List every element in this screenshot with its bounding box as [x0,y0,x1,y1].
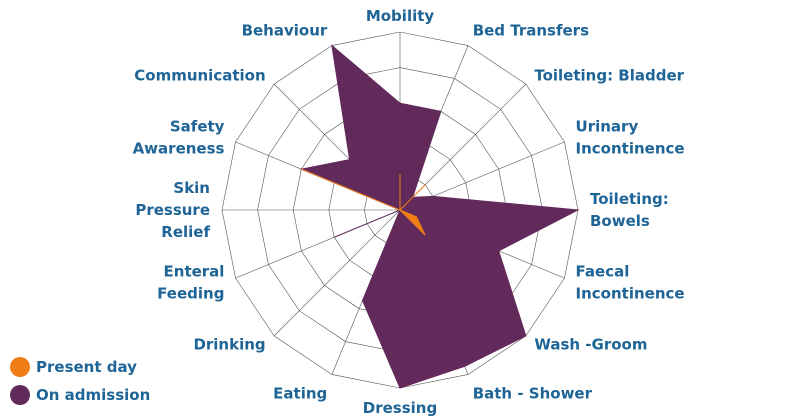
category-label: Skin Pressure Relief [135,179,210,241]
category-label: Toileting: Bladder [534,67,684,85]
category-label: Dressing [363,399,437,417]
category-label: Safety Awareness [133,117,225,157]
radar-area [301,168,426,236]
legend-swatch [10,385,30,405]
category-label: Faecal Incontinence [576,263,685,303]
category-label: Bath - Shower [473,385,593,403]
category-label: Mobility [366,7,435,25]
category-label: Enteral Feeding [157,263,224,303]
legend-label: On admission [36,386,150,404]
category-label: Urinary Incontinence [576,117,685,157]
category-label: Bed Transfers [473,21,589,39]
legend-swatch [10,357,30,377]
legend: Present day On admission [10,357,150,405]
category-label: Wash -Groom [534,335,647,353]
category-label: Drinking [193,335,265,353]
legend-label: Present day [36,358,137,376]
category-label: Toileting: Bowels [590,190,669,230]
category-label: Communication [134,67,265,85]
category-label: Eating [273,385,327,403]
category-label: Behaviour [242,21,328,39]
radar-area [299,44,580,389]
axis-spoke [273,209,401,337]
